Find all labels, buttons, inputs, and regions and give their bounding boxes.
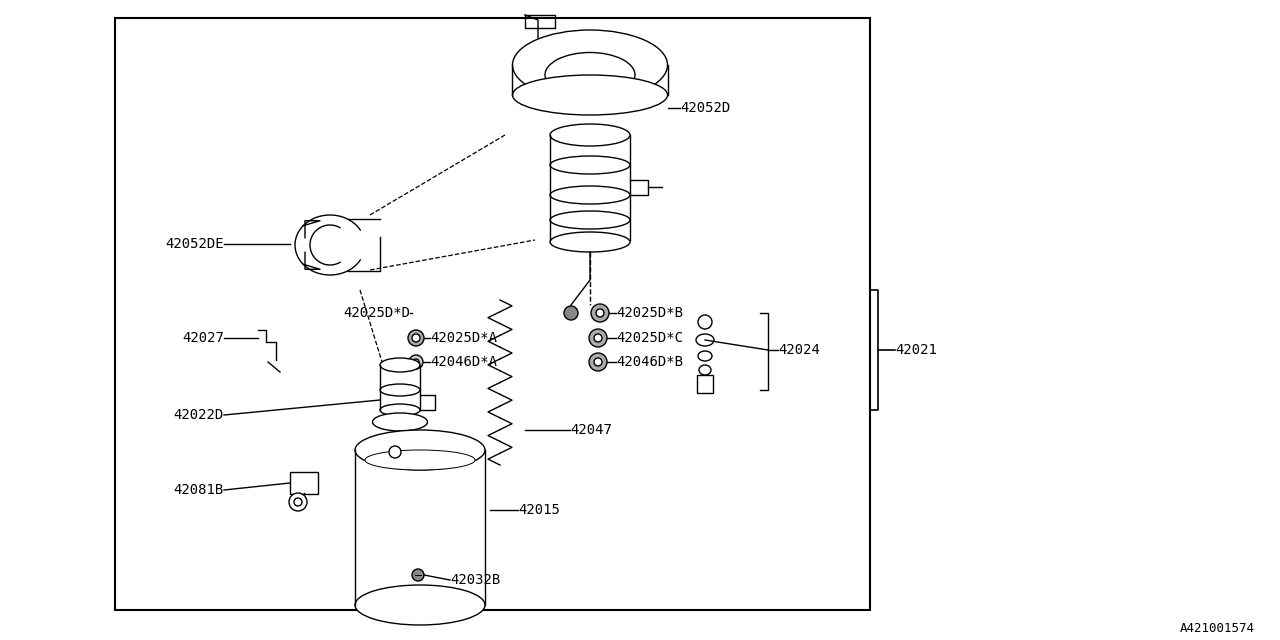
Circle shape [412,334,420,342]
Circle shape [698,315,712,329]
Circle shape [389,446,401,458]
Text: 42046D*A: 42046D*A [430,355,497,369]
Circle shape [594,358,602,366]
Text: 42046D*B: 42046D*B [616,355,684,369]
Text: A421001574: A421001574 [1180,621,1254,634]
Circle shape [564,306,579,320]
Circle shape [589,329,607,347]
Text: 42022D: 42022D [174,408,224,422]
Ellipse shape [550,232,630,252]
Text: 42021: 42021 [895,343,937,357]
Bar [698,375,713,393]
Ellipse shape [372,413,428,431]
Ellipse shape [545,52,635,97]
Text: 42032B: 42032B [451,573,500,587]
Text: 42081B: 42081B [174,483,224,497]
Circle shape [294,498,302,506]
Ellipse shape [550,156,630,174]
Circle shape [596,309,604,317]
Circle shape [408,330,424,346]
Ellipse shape [696,334,714,346]
Ellipse shape [550,211,630,229]
Ellipse shape [550,186,630,204]
Circle shape [589,353,607,371]
Circle shape [410,355,422,369]
Text: 42027: 42027 [182,331,224,345]
Circle shape [413,359,419,365]
Bar [291,472,317,494]
Ellipse shape [512,30,667,100]
Text: 42047: 42047 [570,423,612,437]
Ellipse shape [699,365,710,375]
Ellipse shape [512,75,667,115]
Ellipse shape [380,404,420,416]
Text: 42052DE: 42052DE [165,237,224,251]
Text: 42052D: 42052D [680,101,731,115]
Text: 42025D*A: 42025D*A [430,331,497,345]
Text: 42025D*B: 42025D*B [616,306,684,320]
Text: 42015: 42015 [518,503,559,517]
Text: 42025D*C: 42025D*C [616,331,684,345]
Ellipse shape [380,384,420,396]
Ellipse shape [355,585,485,625]
Circle shape [289,493,307,511]
Text: 42024: 42024 [778,343,820,357]
Ellipse shape [550,124,630,146]
Ellipse shape [365,450,475,470]
Circle shape [412,569,424,581]
Circle shape [594,334,602,342]
Ellipse shape [698,351,712,361]
Bar [115,18,870,610]
Ellipse shape [355,430,485,470]
Circle shape [591,304,609,322]
Text: 42025D*D: 42025D*D [343,306,410,320]
Ellipse shape [380,358,420,372]
